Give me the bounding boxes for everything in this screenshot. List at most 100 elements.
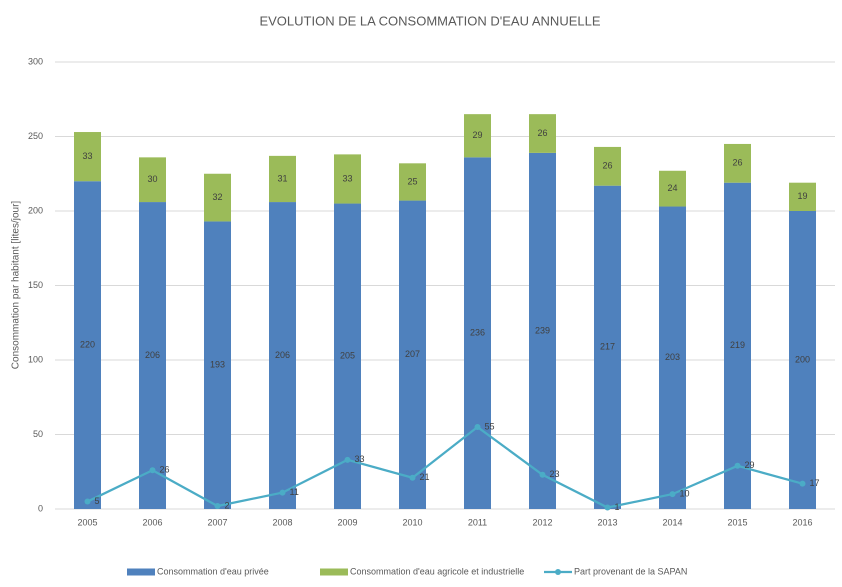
data-label: 33 bbox=[355, 454, 365, 464]
data-label: 33 bbox=[82, 151, 92, 161]
data-label: 193 bbox=[210, 360, 225, 370]
y-tick-label: 100 bbox=[28, 354, 43, 364]
line-point bbox=[734, 462, 741, 469]
data-label: 24 bbox=[667, 183, 677, 193]
bar-segment bbox=[789, 211, 816, 509]
x-tick-label: 2012 bbox=[532, 517, 552, 527]
data-label: 55 bbox=[485, 421, 495, 431]
line-point bbox=[214, 503, 221, 510]
data-label: 25 bbox=[407, 176, 417, 186]
bar-segment bbox=[464, 157, 491, 510]
x-tick-label: 2013 bbox=[597, 517, 617, 527]
data-label: 203 bbox=[665, 352, 680, 362]
x-tick-label: 2009 bbox=[337, 517, 357, 527]
bar-segment bbox=[139, 157, 166, 203]
data-label: 239 bbox=[535, 325, 550, 335]
data-label: 219 bbox=[730, 340, 745, 350]
bar-segment bbox=[139, 202, 166, 509]
data-label: 19 bbox=[797, 191, 807, 201]
line bbox=[87, 425, 803, 509]
bar-segment bbox=[724, 143, 751, 183]
bar-segment bbox=[529, 152, 556, 509]
x-tick-label: 2005 bbox=[77, 517, 97, 527]
bar-segment bbox=[594, 185, 621, 510]
bar-segment bbox=[399, 163, 426, 201]
x-tick-label: 2010 bbox=[402, 517, 422, 527]
x-tick-label: 2007 bbox=[207, 517, 227, 527]
x-tick-label: 2006 bbox=[142, 517, 162, 527]
data-label: 30 bbox=[147, 174, 157, 184]
data-label: 2 bbox=[225, 500, 230, 510]
data-label: 236 bbox=[470, 328, 485, 338]
y-tick-label: 0 bbox=[38, 503, 43, 513]
bar-segment bbox=[399, 200, 426, 509]
bar-segment bbox=[789, 182, 816, 211]
data-label: 10 bbox=[680, 488, 690, 498]
data-label: 207 bbox=[405, 349, 420, 359]
data-label: 26 bbox=[537, 128, 547, 138]
line-point bbox=[799, 480, 806, 487]
data-label: 206 bbox=[275, 350, 290, 360]
legend-label: Part provenant de la SAPAN bbox=[574, 566, 687, 576]
legend-label: Consommation d'eau agricole et industrie… bbox=[350, 566, 524, 576]
data-label: 23 bbox=[550, 469, 560, 479]
x-tick-label: 2011 bbox=[468, 517, 487, 527]
bar-segment bbox=[269, 202, 296, 509]
data-label: 206 bbox=[145, 350, 160, 360]
x-tick-label: 2008 bbox=[272, 517, 292, 527]
data-label: 29 bbox=[745, 460, 755, 470]
bar-segment bbox=[464, 114, 491, 158]
data-label: 5 bbox=[95, 496, 100, 506]
legend-swatch bbox=[127, 568, 155, 576]
data-label: 11 bbox=[290, 487, 299, 497]
bar-segment bbox=[269, 155, 296, 203]
data-label: 32 bbox=[212, 192, 222, 202]
line-point bbox=[604, 504, 611, 511]
legend-swatch bbox=[320, 568, 348, 576]
bar-segment bbox=[74, 181, 101, 509]
data-label: 1 bbox=[615, 502, 620, 512]
bar-segment bbox=[724, 182, 751, 509]
bar-segment bbox=[334, 154, 361, 204]
data-label: 29 bbox=[472, 130, 482, 140]
bar-segment bbox=[659, 206, 686, 509]
data-label: 220 bbox=[80, 339, 95, 349]
line-point bbox=[669, 491, 676, 498]
data-label: 21 bbox=[420, 472, 430, 482]
bar-segment bbox=[594, 146, 621, 186]
line-point bbox=[344, 456, 351, 463]
bar-segment bbox=[204, 173, 231, 222]
line-point bbox=[474, 424, 481, 431]
chart-title: EVOLUTION DE LA CONSOMMATION D'EAU ANNUE… bbox=[259, 13, 600, 28]
bar-segment bbox=[529, 114, 556, 153]
y-tick-label: 150 bbox=[28, 280, 43, 290]
data-label: 205 bbox=[340, 351, 355, 361]
x-tick-label: 2015 bbox=[727, 517, 747, 527]
bar-segment bbox=[204, 221, 231, 509]
legend-swatch bbox=[555, 569, 561, 575]
line-point bbox=[84, 498, 91, 505]
y-tick-label: 200 bbox=[28, 205, 43, 215]
y-axis-label: Consommation par habitant [lites/jour] bbox=[11, 201, 22, 370]
line-point bbox=[149, 467, 156, 474]
data-label: 217 bbox=[600, 342, 615, 352]
line-point bbox=[409, 474, 416, 481]
data-label: 31 bbox=[277, 173, 287, 183]
data-label: 17 bbox=[810, 478, 820, 488]
y-tick-label: 300 bbox=[28, 56, 43, 66]
data-label: 33 bbox=[342, 173, 352, 183]
bar-segment bbox=[659, 170, 686, 207]
x-tick-label: 2016 bbox=[792, 517, 812, 527]
data-label: 26 bbox=[602, 161, 612, 171]
data-label: 200 bbox=[795, 354, 810, 364]
y-tick-label: 50 bbox=[33, 429, 43, 439]
x-tick-label: 2014 bbox=[662, 517, 682, 527]
bar-segment bbox=[74, 132, 101, 182]
data-label: 26 bbox=[160, 465, 170, 475]
y-tick-label: 250 bbox=[28, 131, 43, 141]
data-label: 26 bbox=[732, 158, 742, 168]
line-point bbox=[539, 471, 546, 478]
legend-label: Consommation d'eau privée bbox=[157, 566, 269, 576]
